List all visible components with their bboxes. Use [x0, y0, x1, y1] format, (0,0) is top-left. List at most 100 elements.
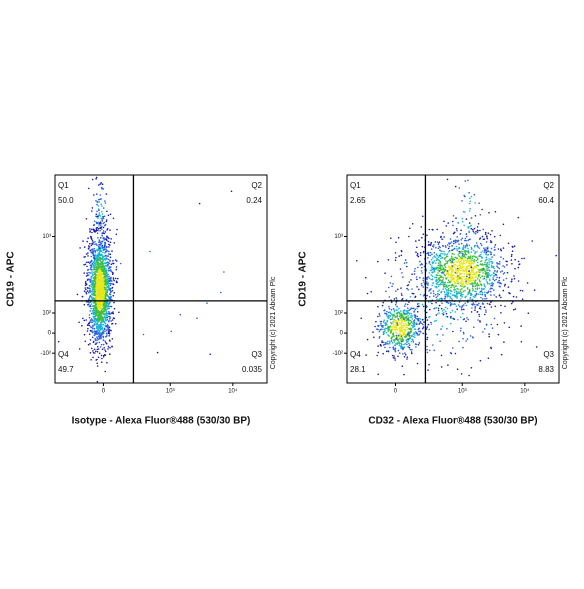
event-dot: [489, 240, 492, 242]
event-dot: [449, 289, 452, 292]
event-dot: [102, 331, 105, 334]
event-dot: [454, 240, 456, 242]
event-dot: [113, 242, 116, 244]
event-dot: [404, 343, 407, 345]
event-dot: [382, 331, 385, 333]
event-dot: [388, 305, 390, 308]
event-dot: [479, 263, 482, 265]
event-dot: [93, 290, 95, 293]
event-dot: [473, 227, 476, 230]
event-dot: [484, 286, 487, 288]
event-dot: [96, 336, 98, 338]
event-dot: [457, 282, 459, 285]
event-dot: [100, 246, 102, 248]
event-dot: [483, 288, 486, 290]
event-dot: [446, 276, 449, 279]
event-dot: [510, 259, 513, 261]
event-dot: [446, 289, 448, 291]
event-dot: [107, 325, 109, 327]
event-dot: [460, 373, 463, 375]
event-dot: [101, 205, 103, 207]
event-dot: [444, 295, 447, 298]
event-dot: [91, 284, 94, 287]
event-dot: [96, 348, 99, 351]
quadrant-name: Q2: [543, 181, 554, 190]
event-dot: [102, 303, 105, 306]
event-dot: [467, 227, 470, 229]
event-dot: [406, 333, 409, 336]
event-dot: [404, 353, 407, 356]
event-dot: [384, 322, 386, 325]
event-dot: [422, 233, 425, 235]
event-dot: [104, 262, 106, 264]
event-dot: [90, 307, 92, 310]
event-dot: [440, 290, 443, 293]
event-dot: [89, 280, 92, 283]
event-dot: [484, 259, 487, 262]
event-dot: [428, 290, 430, 292]
event-dot: [83, 256, 85, 258]
event-dot: [416, 307, 418, 310]
x-tick-label: 10³: [458, 389, 467, 395]
event-dot: [474, 307, 477, 309]
event-dot: [95, 289, 98, 292]
event-dot: [88, 305, 91, 308]
event-dot: [485, 271, 487, 274]
event-dot: [479, 321, 481, 323]
event-dot: [102, 216, 105, 219]
event-dot: [500, 282, 502, 285]
event-dot: [484, 250, 487, 252]
event-dot: [458, 292, 461, 295]
event-dot: [389, 341, 391, 344]
event-dot: [387, 334, 389, 336]
event-dot: [488, 335, 491, 338]
event-dot: [400, 292, 403, 295]
event-dot: [491, 327, 494, 329]
event-dot: [437, 243, 440, 245]
event-dot: [472, 262, 475, 264]
event-dot: [395, 336, 398, 339]
event-dot: [92, 285, 95, 288]
event-dot: [440, 366, 443, 368]
event-dot: [223, 271, 225, 273]
event-dot: [108, 268, 110, 270]
event-dot: [95, 296, 98, 299]
event-dot: [98, 273, 100, 276]
event-dot: [100, 319, 102, 321]
event-dot: [495, 278, 497, 281]
event-dot: [481, 208, 483, 211]
event-dot: [91, 336, 94, 339]
event-dot: [95, 255, 97, 257]
event-dot: [94, 231, 97, 233]
event-dot: [477, 268, 479, 271]
event-dot: [446, 328, 448, 330]
event-dot: [479, 271, 481, 274]
event-dot: [434, 307, 436, 310]
event-dot: [412, 307, 415, 310]
event-dot: [441, 264, 443, 267]
event-dot: [438, 293, 441, 296]
event-dot: [480, 244, 483, 246]
event-dot: [409, 337, 412, 340]
event-dot: [416, 278, 418, 281]
event-dot: [399, 328, 402, 331]
event-dot: [469, 277, 472, 279]
event-dot: [109, 293, 112, 296]
event-dot: [469, 255, 472, 257]
event-dot: [407, 318, 409, 320]
event-dot: [104, 354, 107, 357]
event-dot: [206, 302, 208, 304]
event-dot: [458, 268, 461, 270]
event-dot: [94, 271, 96, 273]
event-dot: [387, 330, 390, 332]
event-dot: [382, 321, 385, 323]
event-dot: [470, 251, 473, 253]
event-dot: [482, 228, 485, 231]
event-dot: [109, 353, 111, 356]
event-dot: [103, 242, 106, 244]
event-dot: [422, 281, 425, 283]
event-dot: [101, 241, 103, 243]
event-dot: [107, 270, 110, 272]
event-dot: [482, 250, 484, 252]
event-dot: [463, 224, 465, 227]
